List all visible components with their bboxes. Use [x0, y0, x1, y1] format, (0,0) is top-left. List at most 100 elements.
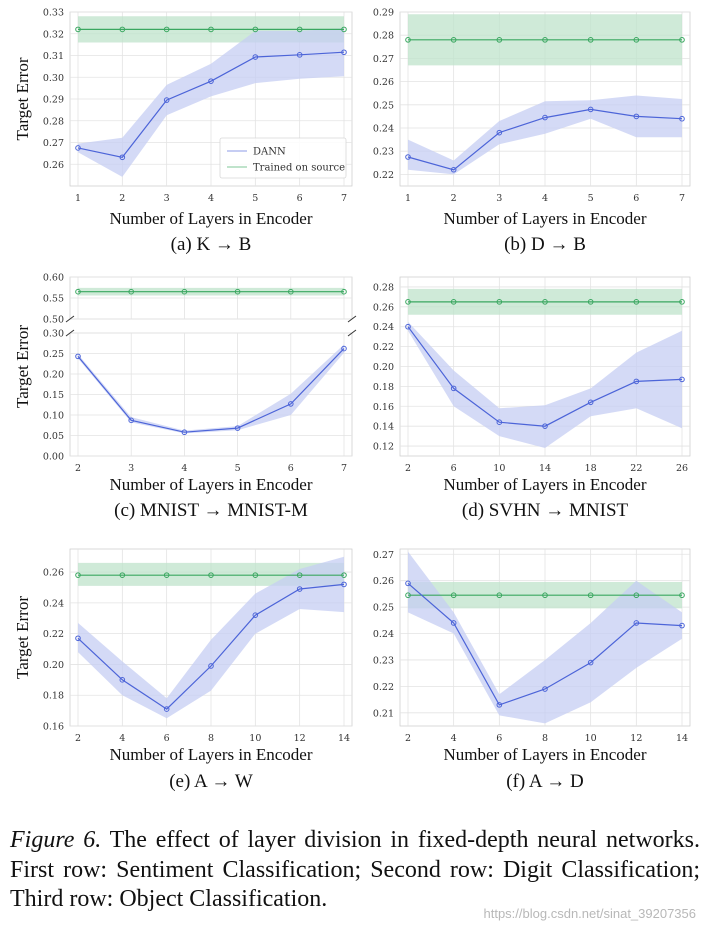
y-axis-label: Target Error — [13, 325, 32, 408]
y-tick-label: 0.33 — [43, 8, 64, 19]
data-point-dann — [234, 425, 241, 431]
series-line-dann — [407, 582, 683, 706]
y-tick-label: 0.25 — [43, 349, 64, 360]
data-point-dann — [341, 345, 347, 352]
x-tick-label: 7 — [341, 463, 347, 474]
data-point-source — [75, 288, 81, 295]
data-point-source — [679, 592, 685, 599]
data-point-source — [496, 592, 503, 599]
x-tick-label: 4 — [542, 193, 548, 204]
panel-caption: (c) MNIST → MNIST-M — [114, 500, 308, 521]
data-point-dann — [252, 612, 259, 618]
x-tick-label: 5 — [588, 193, 594, 204]
x-tick-label: 10 — [493, 463, 505, 474]
data-point-source — [450, 37, 457, 43]
x-tick-label: 14 — [676, 733, 688, 744]
x-axis-label: Number of Layers in Encoder — [444, 475, 647, 494]
x-tick-label: 4 — [208, 193, 214, 204]
y-tick-label: 0.26 — [373, 576, 394, 587]
data-point-source — [252, 26, 259, 33]
data-point-dann — [252, 54, 259, 60]
x-tick-label: 5 — [252, 193, 258, 204]
x-axis-label: Number of Layers in Encoder — [110, 745, 313, 764]
confidence-band-dann — [78, 556, 344, 719]
data-point-dann — [496, 419, 503, 425]
series-line-dann — [407, 108, 683, 171]
panel-caption: (f) A → D — [506, 771, 584, 792]
y-tick-label: 0.24 — [43, 598, 64, 609]
data-point-source — [405, 592, 411, 599]
confidence-band-dann — [408, 321, 682, 448]
series-line-dann — [407, 326, 683, 427]
x-tick-label: 5 — [235, 463, 241, 474]
caption-label: Figure 6. — [10, 827, 102, 853]
y-tick-label: 0.29 — [373, 8, 394, 19]
y-tick-label: 0.24 — [373, 629, 394, 640]
data-point-source — [633, 592, 640, 599]
y-tick-label: 0.14 — [373, 422, 394, 433]
y-tick-label: 0.21 — [373, 708, 394, 719]
data-point-dann — [496, 129, 503, 136]
data-point-dann — [163, 97, 170, 103]
y-tick-label: 0.25 — [373, 100, 394, 111]
data-point-source — [679, 37, 685, 43]
data-point-source — [296, 572, 303, 578]
data-point-source — [208, 572, 214, 578]
data-point-source — [496, 37, 503, 43]
watermark-text: https://blog.csdn.net/sinat_39207356 — [483, 906, 697, 921]
y-tick-label: 0.30 — [43, 329, 64, 340]
legend-box — [219, 137, 347, 179]
x-tick-label: 4 — [181, 463, 187, 474]
x-tick-label: 18 — [585, 463, 597, 474]
y-tick-label: 0.27 — [43, 138, 64, 149]
x-tick-label: 2 — [75, 463, 81, 474]
data-point-dann — [296, 586, 303, 592]
x-tick-label: 22 — [630, 463, 642, 474]
series-line-dann — [77, 348, 345, 433]
data-point-dann — [633, 113, 640, 120]
data-point-dann — [587, 106, 594, 113]
x-tick-label: 10 — [585, 733, 597, 744]
panel-e: 0.16 0.18 0.20 0.22 0.24 0.26 2 4 6 8 10 12 14 Number… — [13, 548, 353, 792]
x-tick-label: 6 — [633, 193, 639, 204]
data-point-dann — [405, 580, 411, 587]
data-point-source — [75, 26, 81, 33]
data-point-source — [587, 299, 594, 305]
y-tick-label: 0.20 — [43, 660, 64, 671]
y-tick-label: 0.60 — [43, 273, 64, 284]
y-tick-label: 0.23 — [373, 655, 394, 666]
data-point-dann — [542, 423, 548, 429]
data-point-source — [450, 592, 457, 599]
y-axis-label: Target Error — [13, 57, 32, 140]
panel-f: 0.21 0.22 0.23 0.24 0.25 0.26 0.27 2 4 6 8 10 12 14 Nu… — [373, 548, 691, 792]
confidence-band-dann — [408, 551, 682, 724]
data-point-source — [450, 299, 457, 305]
x-tick-label: 1 — [405, 193, 411, 204]
y-tick-label: 0.12 — [373, 442, 394, 453]
legend-label: DANN — [253, 147, 286, 158]
data-point-dann — [341, 581, 347, 588]
data-point-source — [633, 37, 640, 43]
y-axis-label: Target Error — [13, 596, 32, 679]
confidence-band-dann — [408, 95, 682, 175]
y-tick-label: 0.22 — [373, 682, 394, 693]
y-tick-label: 0.28 — [373, 282, 394, 293]
data-point-dann — [128, 417, 134, 424]
data-point-source — [208, 26, 214, 33]
y-tick-label: 0.00 — [43, 452, 64, 463]
x-axis-label: Number of Layers in Encoder — [444, 745, 647, 764]
series-line-dann — [77, 583, 345, 710]
data-point-dann — [119, 677, 126, 683]
y-tick-label: 0.18 — [43, 691, 64, 702]
x-tick-label: 2 — [451, 193, 457, 204]
y-tick-label: 0.15 — [43, 390, 64, 401]
x-tick-label: 3 — [496, 193, 502, 204]
y-tick-label: 0.26 — [43, 568, 64, 579]
y-tick-label: 0.23 — [373, 147, 394, 158]
y-tick-label: 0.30 — [43, 73, 64, 84]
y-tick-label: 0.22 — [373, 342, 394, 353]
x-tick-label: 3 — [128, 463, 134, 474]
y-tick-label: 0.24 — [373, 124, 394, 135]
data-point-source — [252, 572, 259, 578]
x-tick-label: 12 — [630, 733, 642, 744]
